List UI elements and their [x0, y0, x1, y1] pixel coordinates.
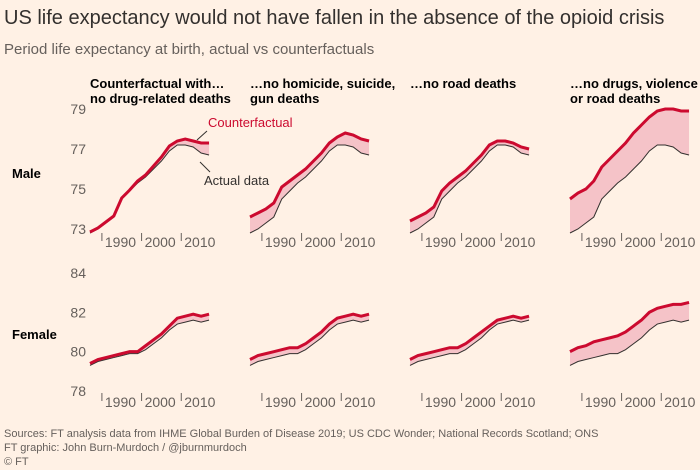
annotation-arrow: [196, 130, 208, 141]
series-line: [569, 319, 690, 366]
gap-band: [410, 141, 530, 233]
x-tick-label: 1990: [105, 394, 136, 410]
x-tick-label: 2010: [184, 394, 215, 410]
chart-title: US life expectancy would not have fallen…: [4, 7, 664, 29]
series-line: [569, 144, 690, 234]
series-line: [569, 107, 690, 201]
y-tick-label: 84: [70, 265, 86, 281]
gap-band: [250, 133, 370, 233]
panel-title: …no road deaths: [410, 76, 516, 91]
panel-title: Counterfactual with…: [90, 76, 224, 91]
legend-label: Counterfactual: [208, 115, 293, 130]
legend-label: Actual data: [204, 173, 270, 188]
y-tick-label: 73: [70, 221, 86, 237]
gap-band: [410, 316, 530, 366]
x-tick-label: 1990: [265, 234, 296, 250]
x-tick-label: 2000: [625, 234, 656, 250]
gap-band: [90, 139, 210, 233]
credit: FT graphic: John Burn-Murdoch / @jburnmu…: [4, 442, 247, 454]
panel-title: …no drugs, violence: [570, 76, 698, 91]
x-tick-label: 1990: [265, 394, 296, 410]
x-tick-label: 1990: [105, 234, 136, 250]
gap-band: [570, 302, 690, 366]
x-tick-label: 2010: [184, 234, 215, 250]
panel-title: …no homicide, suicide,: [250, 76, 395, 91]
series-line: [409, 319, 530, 366]
panel-title: no drug-related deaths: [90, 91, 231, 106]
x-tick-label: 2010: [504, 234, 535, 250]
series-line: [569, 300, 690, 353]
x-tick-label: 2010: [344, 234, 375, 250]
panel-title: or road deaths: [570, 91, 660, 106]
source: Sources: FT analysis data from IHME Glob…: [4, 428, 598, 440]
x-tick-label: 2000: [465, 234, 496, 250]
series-line: [409, 139, 530, 223]
series-line: [409, 144, 530, 234]
series-line: [409, 314, 530, 361]
y-tick-label: 79: [70, 101, 86, 117]
gap-band: [250, 314, 370, 366]
x-tick-label: 2000: [305, 234, 336, 250]
chart-subtitle: Period life expectancy at birth, actual …: [4, 41, 374, 58]
x-tick-label: 2000: [145, 394, 176, 410]
series-line: [249, 144, 370, 234]
series-line: [249, 131, 370, 219]
x-tick-label: 2000: [305, 394, 336, 410]
panel-title: gun deaths: [250, 91, 319, 106]
x-tick-label: 1990: [425, 234, 456, 250]
copyright: © FT: [4, 456, 29, 468]
x-tick-label: 2000: [625, 394, 656, 410]
y-tick-label: 80: [70, 344, 86, 360]
annotation-arrow: [199, 161, 211, 173]
series-line: [249, 319, 370, 366]
x-tick-label: 2010: [664, 394, 695, 410]
row-label: Male: [12, 166, 41, 181]
series-line: [89, 137, 210, 234]
gap-band: [570, 109, 690, 233]
series-line: [89, 319, 210, 366]
y-tick-label: 82: [70, 304, 86, 320]
row-label: Female: [12, 327, 57, 342]
series-line: [89, 312, 210, 365]
y-tick-label: 78: [70, 383, 86, 399]
x-tick-label: 2000: [465, 394, 496, 410]
x-tick-label: 1990: [585, 234, 616, 250]
series-line: [249, 312, 370, 361]
x-tick-label: 2000: [145, 234, 176, 250]
y-tick-label: 77: [70, 141, 86, 157]
y-tick-label: 75: [70, 181, 86, 197]
x-tick-label: 2010: [504, 394, 535, 410]
x-tick-label: 1990: [425, 394, 456, 410]
x-tick-label: 1990: [585, 394, 616, 410]
x-tick-label: 2010: [664, 234, 695, 250]
x-tick-label: 2010: [344, 394, 375, 410]
